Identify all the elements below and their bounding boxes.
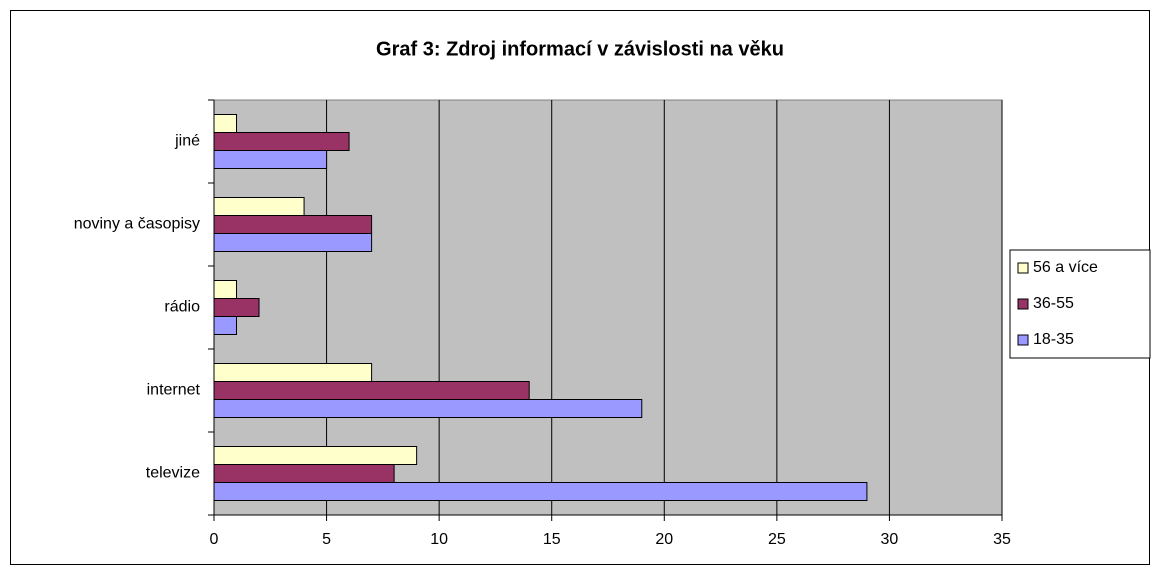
x-tick-label: 10 bbox=[430, 531, 448, 548]
y-tick-label: internet bbox=[147, 382, 201, 399]
bar bbox=[213, 482, 868, 501]
bar bbox=[213, 233, 373, 252]
bar bbox=[213, 150, 328, 169]
chart-title: Graf 3: Zdroj informací v závislosti na … bbox=[376, 38, 784, 60]
legend-swatch bbox=[1017, 298, 1029, 310]
legend bbox=[1009, 249, 1151, 359]
bar bbox=[213, 197, 305, 216]
bar bbox=[213, 381, 530, 400]
x-tick-label: 0 bbox=[210, 531, 219, 548]
bar bbox=[213, 363, 373, 382]
x-tick-label: 30 bbox=[881, 531, 899, 548]
y-tick-label: jiné bbox=[174, 133, 200, 150]
bar bbox=[213, 298, 260, 317]
legend-swatch bbox=[1017, 262, 1029, 274]
legend-label: 18-35 bbox=[1033, 331, 1074, 348]
y-tick-label: televize bbox=[146, 465, 200, 482]
bar bbox=[213, 464, 395, 483]
x-tick-label: 5 bbox=[322, 531, 331, 548]
y-tick-label: noviny a časopisy bbox=[74, 216, 200, 233]
bar bbox=[213, 114, 238, 133]
legend-label: 56 a více bbox=[1033, 259, 1098, 276]
bar bbox=[213, 399, 643, 418]
legend-swatch bbox=[1017, 334, 1029, 346]
x-tick-label: 20 bbox=[655, 531, 673, 548]
bar bbox=[213, 215, 373, 234]
x-tick-label: 25 bbox=[768, 531, 786, 548]
bar bbox=[213, 316, 238, 335]
y-tick-label: rádio bbox=[164, 299, 200, 316]
bar bbox=[213, 446, 418, 465]
legend-label: 36-55 bbox=[1033, 295, 1074, 312]
x-tick-label: 15 bbox=[543, 531, 561, 548]
bar bbox=[213, 132, 350, 151]
bar bbox=[213, 280, 238, 299]
plot-area bbox=[213, 99, 1003, 516]
x-tick-label: 35 bbox=[993, 531, 1011, 548]
